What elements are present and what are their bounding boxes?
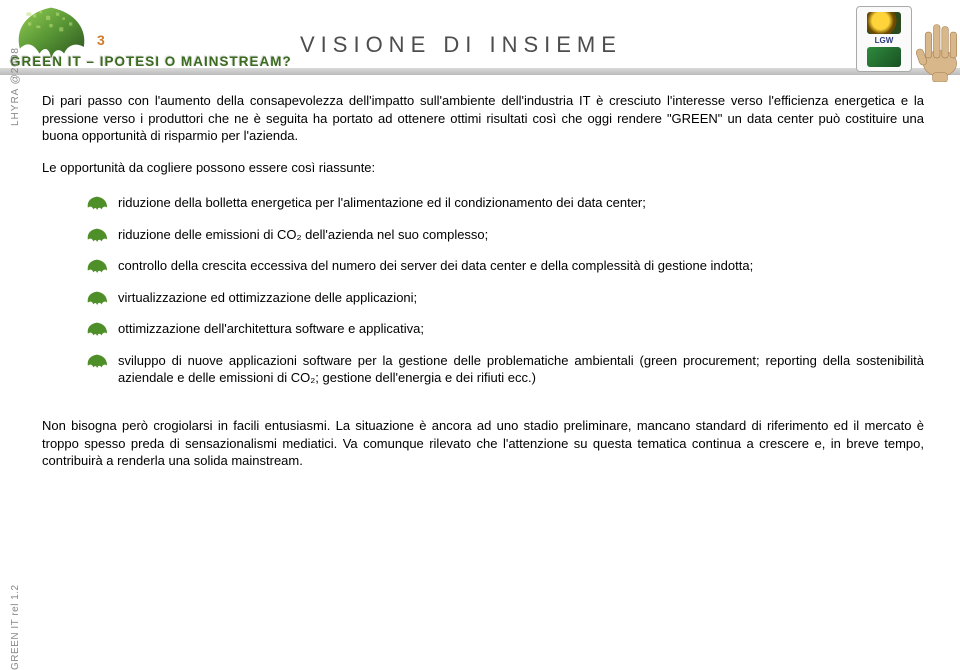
footer-paragraph: Non bisogna però crogiolarsi in facili e…	[42, 417, 924, 470]
side-label-bottom: GREEN IT rel 1.2	[10, 584, 21, 670]
list-item: ottimizzazione dell'architettura softwar…	[86, 320, 924, 338]
sunflower-icon	[867, 12, 901, 34]
lgw-badge: LGW	[856, 6, 912, 72]
leaf-icon	[86, 227, 108, 243]
list-item: sviluppo di nuove applicazioni software …	[86, 352, 924, 387]
intro-lead: Le opportunità da cogliere possono esser…	[42, 159, 924, 177]
page-title: VISIONE DI INSIEME	[300, 32, 622, 58]
list-item: riduzione della bolletta energetica per …	[86, 194, 924, 212]
chip-icon	[867, 47, 901, 67]
leaf-icon	[86, 321, 108, 337]
wooden-hand-icon	[912, 8, 960, 82]
bullet-text: riduzione delle emissioni di CO₂ dell'az…	[118, 226, 924, 244]
leaf-icon	[86, 353, 108, 369]
leaf-icon	[86, 195, 108, 211]
list-item: virtualizzazione ed ottimizzazione delle…	[86, 289, 924, 307]
bullet-text: riduzione della bolletta energetica per …	[118, 194, 924, 212]
list-item: riduzione delle emissioni di CO₂ dell'az…	[86, 226, 924, 244]
bullet-text: virtualizzazione ed ottimizzazione delle…	[118, 289, 924, 307]
list-item: controllo della crescita eccessiva del n…	[86, 257, 924, 275]
intro-paragraph: Di pari passo con l'aumento della consap…	[42, 92, 924, 145]
page-subtitle: GREEN IT – IPOTESI O MAINSTREAM?	[10, 54, 292, 69]
content: Di pari passo con l'aumento della consap…	[42, 92, 924, 470]
lgw-label: LGW	[875, 36, 894, 45]
header-band-line	[0, 74, 960, 75]
bullet-list: riduzione della bolletta energetica per …	[86, 194, 924, 387]
bullet-text: controllo della crescita eccessiva del n…	[118, 257, 924, 275]
leaf-icon	[86, 290, 108, 306]
page-number: 3	[97, 32, 105, 48]
leaf-icon	[86, 258, 108, 274]
bullet-text: ottimizzazione dell'architettura softwar…	[118, 320, 924, 338]
bullet-text: sviluppo di nuove applicazioni software …	[118, 352, 924, 387]
side-label-top: LHYRA @2008	[10, 47, 21, 126]
page: 3 VISIONE DI INSIEME GREEN IT – IPOTESI …	[0, 0, 960, 651]
